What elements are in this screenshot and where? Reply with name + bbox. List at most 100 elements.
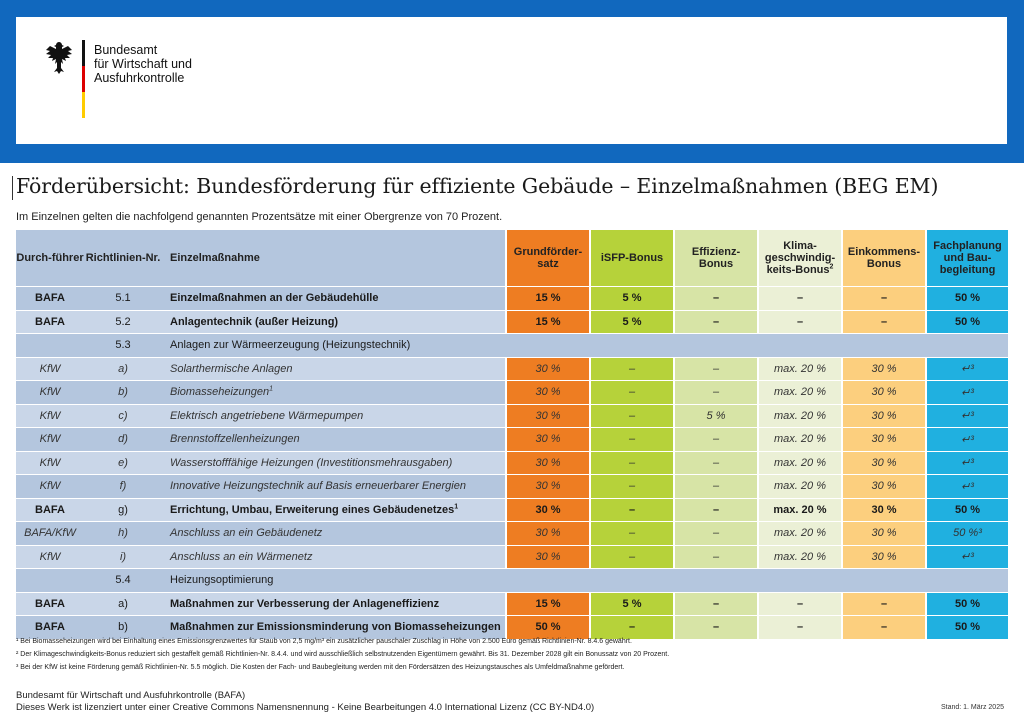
footnote-2: ² Der Klimageschwindigkeits-Bonus reduzi… (16, 651, 670, 658)
cell-einkommen: – (841, 286, 926, 311)
agency-line-1: Bundesamt (94, 43, 158, 57)
cell-klima: max. 20 % (757, 451, 842, 475)
cell-einkommen: 30 % (841, 451, 926, 475)
cell-fach: ↵³ (925, 545, 1008, 569)
table-row: KfW i) Anschluss an ein Wärmenetz 30 % – – max… (16, 545, 1008, 569)
cell-einkommen: – (841, 592, 926, 616)
header-klima-footnote: 2 (829, 263, 834, 271)
cell-klima: max. 20 % (757, 357, 842, 381)
cell-grund: 30 % (505, 380, 590, 405)
cell-grund: 30 % (505, 404, 590, 428)
cell-isfp: 5 % (589, 310, 674, 334)
table-row: BAFA 5.2 Anlagentechnik (außer Heizung) 15 … (16, 310, 1008, 334)
cell-richtlinie: f) (84, 474, 162, 499)
cell-richtlinie: a) (84, 592, 162, 616)
table-row: BAFA g) Errichtung, Umbau, Erweiterung ein… (16, 498, 1008, 522)
table-row: KfW c) Elektrisch angetriebene Wärmepumpen… (16, 404, 1008, 428)
page-title: Förderübersicht: Bundesförderung für eff… (16, 174, 939, 198)
cell-durchfuehrer: BAFA (16, 498, 84, 522)
cell-durchfuehrer: KfW (16, 404, 84, 428)
cell-massnahme: Elektrisch angetriebene Wärmepumpen (162, 404, 506, 428)
cell-richtlinie: 5.1 (84, 286, 162, 311)
header-massnahme: Einzelmaßnahme (162, 230, 506, 287)
cell-effizienz: 5 % (673, 404, 758, 428)
cell-grund: 50 % (505, 615, 590, 640)
cell-richtlinie: h) (84, 521, 162, 546)
header-isfp: iSFP-Bonus (589, 230, 674, 287)
cell-grund: 15 % (505, 592, 590, 616)
cell-durchfuehrer: KfW (16, 357, 84, 381)
federal-eagle-icon (46, 42, 72, 74)
cell-richtlinie: 5.3 (84, 333, 162, 358)
cell-isfp: – (589, 357, 674, 381)
cell-durchfuehrer: KfW (16, 380, 84, 405)
cell-durchfuehrer: BAFA (16, 286, 84, 311)
cell-fach: 50 % (925, 310, 1008, 334)
massnahme-label: Anlagentechnik (außer Heizung) (170, 315, 339, 328)
table-header-row: Durch-führer Richtlinien-Nr. Einzelmaßna… (16, 230, 1008, 287)
massnahme-label: Anschluss an ein Gebäudenetz (170, 527, 323, 540)
cell-klima: max. 20 % (757, 545, 842, 569)
funding-table: Durch-führer Richtlinien-Nr. Einzelmaßna… (16, 230, 1008, 640)
text-cursor (12, 176, 13, 200)
cell-richtlinie: 5.4 (84, 568, 162, 593)
cell-fach: ↵³ (925, 474, 1008, 499)
cell-durchfuehrer: KfW (16, 427, 84, 452)
cell-fach: 50 % (925, 615, 1008, 640)
table-row: KfW b) Biomasseheizungen1 30 % – – max. 20 % 30… (16, 380, 1008, 405)
table-row: BAFA b) Maßnahmen zur Emissionsminderung v… (16, 615, 1008, 640)
cell-fach: ↵³ (925, 427, 1008, 452)
cell-richtlinie: b) (84, 615, 162, 640)
cell-fach: ↵³ (925, 451, 1008, 475)
cell-einkommen: 30 % (841, 404, 926, 428)
cell-einkommen: 30 % (841, 380, 926, 405)
cell-einkommen: – (841, 310, 926, 334)
cell-isfp: – (589, 427, 674, 452)
cell-massnahme: Maßnahmen zur Verbesserung der Anlagenef… (162, 592, 506, 616)
table-row: BAFA/KfW h) Anschluss an ein Gebäudenetz 30… (16, 521, 1008, 546)
cell-richtlinie: b) (84, 380, 162, 405)
header-fach: Fachplanung und Bau-begleitung (925, 230, 1008, 287)
cell-massnahme: Solarthermische Anlagen (162, 357, 506, 381)
cell-klima: max. 20 % (757, 498, 842, 522)
header-klima-label: Klima-geschwindig-keits-Bonus (764, 240, 836, 276)
cell-richtlinie: i) (84, 545, 162, 569)
cell-richtlinie: c) (84, 404, 162, 428)
cell-grund: 30 % (505, 474, 590, 499)
massnahme-footnote: 1 (454, 503, 459, 511)
cell-grund: 30 % (505, 545, 590, 569)
cell-effizienz: – (673, 545, 758, 569)
cell-fach: 50 % (925, 286, 1008, 311)
massnahme-label: Errichtung, Umbau, Erweiterung eines Geb… (170, 503, 455, 516)
massnahme-label: Elektrisch angetriebene Wärmepumpen (170, 409, 364, 422)
table-row: BAFA 5.1 Einzelmaßnahmen an der Gebäudehül… (16, 286, 1008, 311)
table-row: KfW e) Wasserstofffähige Heizungen (Invest… (16, 451, 1008, 475)
cell-massnahme: Biomasseheizungen1 (162, 380, 506, 405)
footer-publisher: Bundesamt für Wirtschaft und Ausfuhrkont… (16, 690, 594, 714)
cell-klima: max. 20 % (757, 521, 842, 546)
table-row: 5.3 Anlagen zur Wärmeerzeugung (Heizungst… (16, 333, 1008, 358)
agency-line-2: für Wirtschaft und (94, 57, 192, 71)
massnahme-label: Biomasseheizungen (170, 386, 270, 399)
table-row: KfW a) Solarthermische Anlagen 30 % – – max. 2… (16, 357, 1008, 381)
cell-durchfuehrer: KfW (16, 474, 84, 499)
cell-effizienz: – (673, 521, 758, 546)
cell-massnahme: Wasserstofffähige Heizungen (Investition… (162, 451, 506, 475)
cell-klima: – (757, 592, 842, 616)
cell-isfp: 5 % (589, 592, 674, 616)
footer-date: Stand: 1. März 2025 (940, 704, 1004, 711)
cell-grund: 30 % (505, 427, 590, 452)
table-row: 5.4 Heizungsoptimierung (16, 568, 1008, 593)
cell-isfp: – (589, 498, 674, 522)
cell-grund: 30 % (505, 498, 590, 522)
cell-klima: max. 20 % (757, 427, 842, 452)
german-flag-stripe (82, 40, 85, 118)
cell-klima: max. 20 % (757, 474, 842, 499)
cell-isfp: – (589, 404, 674, 428)
cell-isfp: – (589, 380, 674, 405)
cell-effizienz: – (673, 498, 758, 522)
massnahme-label: Maßnahmen zur Emissionsminderung von Bio… (170, 621, 501, 634)
cell-grund: 15 % (505, 286, 590, 311)
cell-effizienz: – (673, 474, 758, 499)
cell-effizienz: – (673, 592, 758, 616)
